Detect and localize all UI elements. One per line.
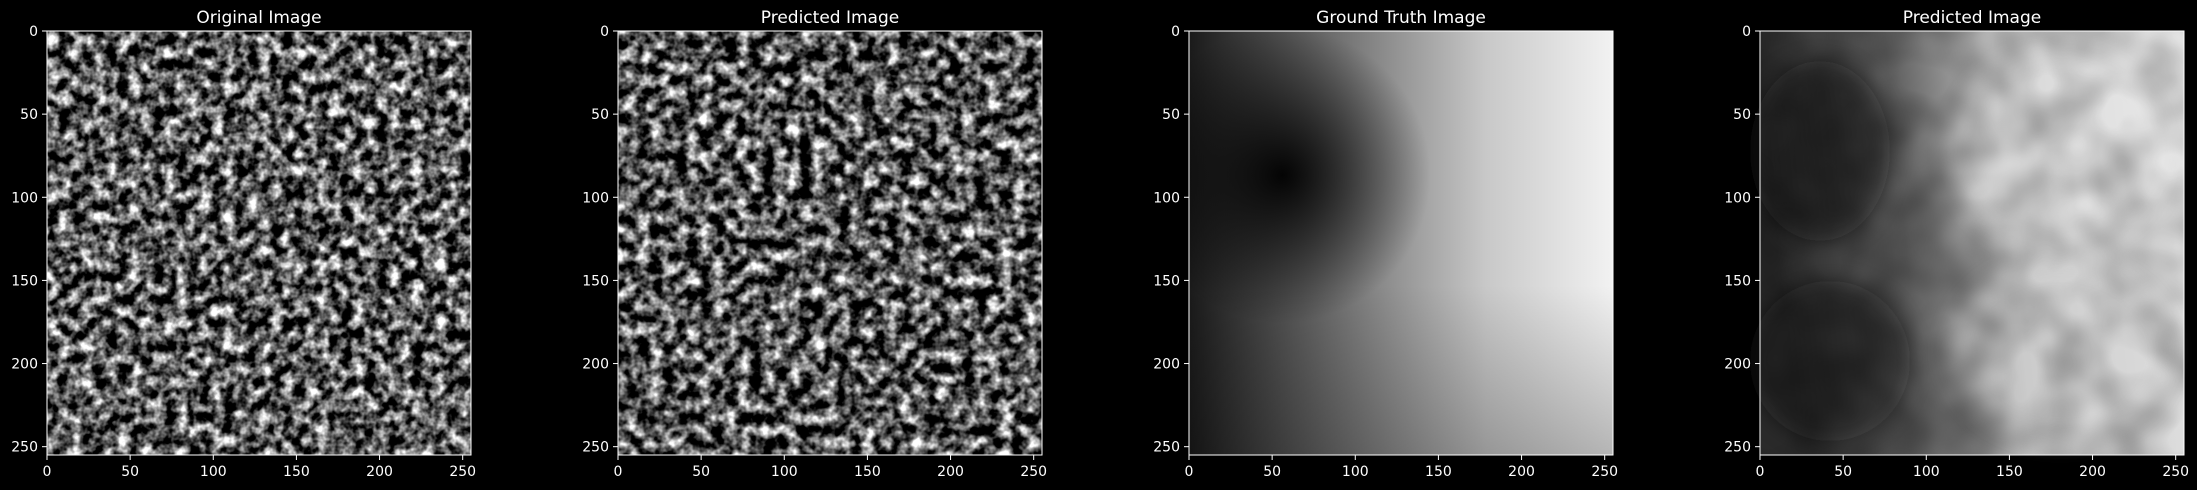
x-tick-label: 100 [771,464,798,480]
x-tick-label: 100 [1342,464,1369,480]
panel-3: Ground Truth Image 0 50 100 150 200 250 0 50 100 1… [1153,8,1618,480]
x-tick-label: 250 [1020,464,1047,480]
y-tick-label: 150 [582,273,609,289]
y-tick-label: 150 [11,273,38,289]
y-tick-label: 0 [600,24,609,40]
x-tick-label: 200 [366,464,393,480]
y-tick-label: 250 [11,440,38,456]
x-tick-label: 150 [1425,464,1452,480]
x-tick-label: 200 [937,464,964,480]
axes-frame [1188,30,1614,456]
y-tick-label: 100 [11,190,38,206]
y-tick-label: 100 [1153,190,1180,206]
axes-frame [46,30,472,456]
x-tick-label: 50 [1834,464,1852,480]
y-tick-label: 50 [20,107,38,123]
x-tick-label: 150 [854,464,881,480]
y-tick-label: 50 [1162,107,1180,123]
y-tick-label: 200 [11,357,38,373]
image-texture [47,31,471,455]
x-tick-label: 150 [283,464,310,480]
x-tick-label: 100 [1913,464,1940,480]
x-tick-label: 150 [1996,464,2023,480]
x-tick-label: 0 [1185,464,1194,480]
axes-frame [1759,30,2185,456]
panel-title: Original Image [196,8,321,28]
x-tick-label: 100 [200,464,227,480]
y-tick-label: 50 [591,107,609,123]
x-tick-label: 0 [43,464,52,480]
x-tick-label: 200 [2079,464,2106,480]
image-blurred-gradient [1750,31,2184,455]
image-texture [618,31,1042,455]
y-tick-label: 0 [1171,24,1180,40]
y-tick-label: 200 [1724,357,1751,373]
x-tick-label: 250 [2162,464,2189,480]
y-tick-label: 0 [29,24,38,40]
panel-2: Predicted Image 0 50 100 150 200 250 0 50 100 150 2… [582,8,1047,480]
x-tick-label: 50 [1263,464,1281,480]
x-tick-label: 50 [692,464,710,480]
y-tick-label: 100 [582,190,609,206]
x-tick-label: 0 [1756,464,1765,480]
y-tick-label: 200 [582,357,609,373]
panel-title: Predicted Image [1903,8,2041,28]
x-tick-label: 50 [121,464,139,480]
y-tick-label: 200 [1153,357,1180,373]
image-angular-gradient [1189,31,1613,455]
y-tick-label: 100 [1724,190,1751,206]
y-tick-label: 150 [1724,273,1751,289]
y-tick-label: 250 [582,440,609,456]
panel-title: Predicted Image [761,8,899,28]
x-tick-label: 200 [1508,464,1535,480]
x-tick-label: 250 [1591,464,1618,480]
x-tick-label: 250 [449,464,476,480]
x-tick-label: 0 [614,464,623,480]
y-tick-label: 150 [1153,273,1180,289]
y-tick-label: 0 [1742,24,1751,40]
panel-4: Predicted Image 0 50 100 150 200 250 0 50 100 150 2… [1724,8,2189,480]
panel-1: Original Image 0 50 100 150 200 250 0 50 100 150 20… [11,8,476,480]
y-tick-label: 250 [1724,440,1751,456]
y-tick-label: 250 [1153,440,1180,456]
panel-title: Ground Truth Image [1316,8,1486,28]
axes-frame [617,30,1043,456]
y-tick-label: 50 [1733,107,1751,123]
